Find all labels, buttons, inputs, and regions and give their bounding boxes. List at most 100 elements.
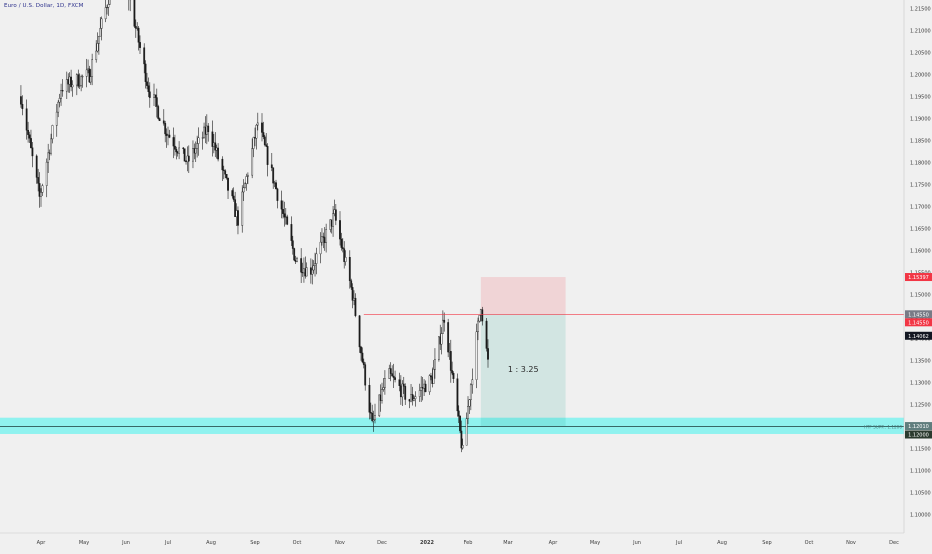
candle-body [477,320,479,333]
candle [293,247,296,262]
x-tick-label: Sep [250,540,259,546]
candle-body [40,192,42,197]
candle-body [384,378,386,388]
candle-body [459,416,461,432]
candle [478,315,481,323]
y-tick-label: 1.11500 [910,447,931,453]
candle [374,403,376,424]
candle [50,133,52,156]
candle-body [242,187,245,193]
candle [80,74,83,92]
y-tick-label: 1.20500 [910,51,931,57]
candle [57,100,60,118]
candle-body [343,248,346,262]
candle [343,241,346,269]
candle [291,235,294,255]
candle-body [341,247,344,249]
candle [341,238,344,253]
x-tick-label: Apr [37,540,47,546]
symbol-title: Euro / U.S. Dollar, 1D, FXCM [4,3,84,9]
candle-body [108,0,111,5]
candle-body [402,383,405,387]
candle [237,206,239,235]
candle [60,83,62,106]
candle-body [354,297,357,316]
candle [275,179,277,190]
candle [133,0,136,28]
candle [471,368,474,394]
candle [270,152,273,172]
candle-body [414,396,417,399]
candle-body [80,76,83,86]
y-tick-label: 1.21500 [910,7,931,13]
x-tick-label: Jun [632,540,641,546]
candle-body [282,209,284,214]
x-tick-label: Jun [121,540,130,546]
candle [37,168,40,192]
candle [217,143,219,162]
x-tick-label: Nov [846,540,856,546]
candle-body [364,364,367,386]
candle [98,35,100,55]
candle [157,104,160,120]
candle [45,158,48,198]
candle-body [305,267,308,277]
candle [211,120,214,157]
candle [411,386,414,406]
candle [362,358,365,369]
candle-body [95,50,98,60]
candle-body [430,375,432,378]
candle [162,109,165,126]
candle-body [21,103,24,109]
candle-body [77,74,80,87]
candle [51,124,54,144]
candle-body [452,372,455,379]
candle-body [451,370,454,374]
candle-body [60,90,62,99]
candle-body [172,137,175,147]
candle [350,278,353,290]
risk-zone[interactable] [480,277,566,315]
candle-body [461,445,464,449]
candle [88,65,91,83]
candle-body [325,229,328,243]
candle-body [158,118,161,122]
candle [128,0,130,11]
y-tick-label: 1.19500 [910,95,931,101]
candle-body [379,394,382,401]
candle-body [312,265,315,271]
candle-body [394,377,396,380]
candle-body [78,85,81,87]
candle [38,172,41,208]
candle [224,169,227,179]
candle [485,318,488,352]
candle-body [155,97,158,107]
price-label-text: 1.14550 [908,312,929,318]
candle [175,146,178,160]
candle-body [214,142,217,151]
candle [360,345,362,361]
y-tick-label: 1.11000 [910,469,931,475]
x-tick-label: Dec [377,540,387,546]
support-zone[interactable] [0,417,904,434]
candle [89,69,92,85]
price-label-box [905,331,932,340]
candle [424,380,427,393]
support-zone-label: HTF SUPP.: 1.1200 [864,425,903,430]
candle [222,165,225,180]
candle-body [319,241,322,255]
candle-body [399,385,402,398]
candle [451,361,454,376]
candle-body [421,387,424,389]
reward-zone[interactable] [480,314,566,427]
price-label: 1.14062 [905,331,932,340]
candle-body [276,188,279,201]
candle [389,362,392,382]
candle-body [47,152,50,163]
candle [265,133,268,147]
candle [25,99,28,140]
candle [456,373,459,417]
candle-body [350,280,353,288]
